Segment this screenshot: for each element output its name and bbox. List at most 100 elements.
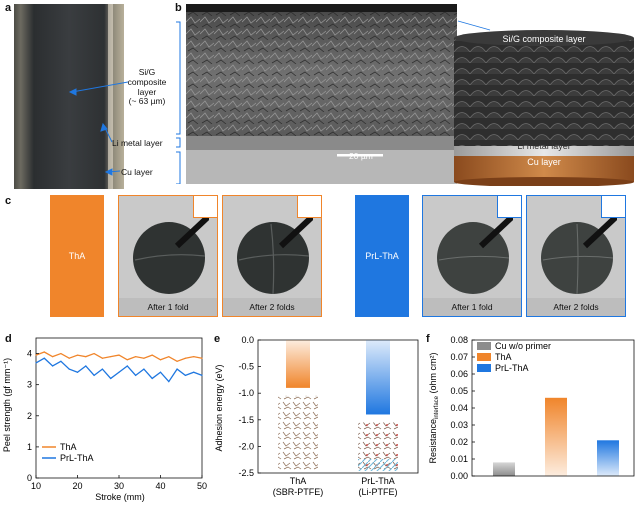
schematic-cu-label: Cu layer [527,157,561,167]
prl-tha-fold2-inset [601,196,625,218]
d-point-0-3 [60,352,62,355]
f-bar-2 [597,440,619,476]
e-frame [257,339,419,474]
e-ylabel: Adhesion energy (eV) [214,364,224,451]
e-ytick-label-1: -0.5 [238,362,254,372]
panel-letter-c: c [5,195,12,207]
d-point-0-10 [118,354,120,356]
e-xtick-label-0-0: ThA [290,476,307,486]
d-point-0-7 [93,352,95,355]
e-xtick-label-0-1: (SBR-PTFE) [273,487,324,497]
prl-tha-fold1-caption: After 1 fold [423,298,521,316]
f-bar-0 [493,462,515,476]
e-ytick-label-0: 0.0 [241,335,254,345]
d-point-1-17 [176,368,178,370]
tha-fold1-caption: After 1 fold [119,298,217,316]
d-point-0-0 [35,354,37,356]
d-point-0-4 [68,357,70,359]
f-ylabel-unit: (ohm cm²) [428,352,438,396]
schematic-li-label: Li metal layer [517,141,571,151]
d-point-1-3 [60,360,62,362]
d-ytick-label-1: 1 [27,442,32,452]
d-point-0-11 [126,359,128,361]
d-point-0-9 [110,356,112,358]
d-point-1-20 [201,374,203,376]
prl-tha-fold1-tile: After 1 fold [422,195,522,317]
f-ytick-label-1: 0.01 [450,454,468,464]
f-bar-1 [545,397,567,476]
prl-tha-fold2-disc [541,216,617,295]
d-point-1-0 [35,362,37,364]
e-ytick-label-5: -2.5 [238,468,254,478]
d-xtick-label-3: 40 [155,481,165,491]
f-ytick-label-7: 0.07 [450,352,468,362]
e-bar-1 [366,340,390,415]
d-point-1-14 [151,377,153,380]
panel-letter-a: a [5,2,12,14]
d-point-0-6 [85,356,87,358]
d-point-0-12 [135,356,137,358]
f-legend-swatch-2 [477,364,491,372]
prl-tha-swatch: PrL-ThA [355,195,409,317]
d-point-0-8 [101,357,103,359]
d-point-0-14 [151,354,153,356]
d-ytick-label-2: 2 [27,411,32,421]
d-point-1-12 [135,374,137,376]
d-point-0-18 [184,357,186,359]
d-point-0-2 [52,356,54,358]
panel-letter-f: f [426,333,430,345]
panel-letter-e: e [214,333,221,345]
d-point-1-6 [85,365,87,367]
f-ytick-label-5: 0.05 [450,386,468,396]
d-xtick-label-0: 10 [31,481,41,491]
d-ytick-label-4: 4 [27,349,32,359]
tha-swatch-label: ThA [68,251,86,261]
f-ytick-label-0: 0.00 [450,471,468,481]
schematic-composite-label: Si/G composite layer [502,34,586,44]
prl-tha-fold1-disc [437,216,513,294]
d-point-1-11 [126,365,128,367]
e-ytick-label-4: -2.0 [238,441,254,451]
f-legend-label-1: ThA [495,352,512,362]
tha-fold2-tile: After 2 folds [222,195,322,317]
f-ylabel-main: Resistance [428,419,438,464]
d-point-1-10 [118,371,120,373]
d-ytick-label-3: 3 [27,380,32,390]
d-xtick-label-4: 50 [197,481,207,491]
prl-tha-fold2-tile: After 2 folds [526,195,626,317]
e-bar-0 [286,340,310,388]
adhesion-energy-chart: 0.0 -0.5 -1.0 -1.5 -2.0 -2.5 ThA(SBR-PTFE) PrL-… [214,335,419,497]
f-ytick-label-8: 0.08 [450,335,468,345]
f-ylabel: Resistanceinterface (ohm cm²) [428,352,440,463]
d-point-1-1 [43,357,45,359]
d-point-1-13 [143,368,145,370]
d-legend-label-0: ThA [60,442,77,452]
prl-tha-fold2-caption: After 2 folds [527,298,625,316]
f-legend-swatch-1 [477,353,491,361]
f-ytick-label-2: 0.02 [450,437,468,447]
panel-letter-b: b [175,2,182,14]
prl-tha-fold1-inset [497,196,521,218]
cu-layer-label: Cu layer [121,167,153,177]
layer-schematic [454,30,634,187]
tha-fold1-inset [193,196,217,218]
electrode-photo [14,4,124,189]
f-ytick-label-6: 0.06 [450,369,468,379]
d-point-1-7 [93,374,95,376]
panel-a-arrows [68,81,129,176]
d-point-1-9 [110,377,112,380]
f-legend-swatch-0 [477,342,491,350]
d-point-0-13 [143,357,145,359]
e-ytick-label-2: -1.0 [238,388,254,398]
tha-fold2-disc [237,216,313,295]
f-legend-label-2: PrL-ThA [495,363,529,373]
f-legend-label-0: Cu w/o primer [495,341,551,351]
composite-layer-label: Si/G composite layer (~ 63 µm) [127,67,167,107]
d-legend-label-1: PrL-ThA [60,453,94,463]
resistance-chart: 0.00 0.01 0.02 0.03 0.04 0.05 0.06 0.07 0.08 Cu … [428,335,635,481]
d-point-1-19 [193,371,195,373]
sem-image [176,4,457,184]
e-crystal-slab [358,459,398,471]
f-ytick-label-4: 0.04 [450,403,468,413]
